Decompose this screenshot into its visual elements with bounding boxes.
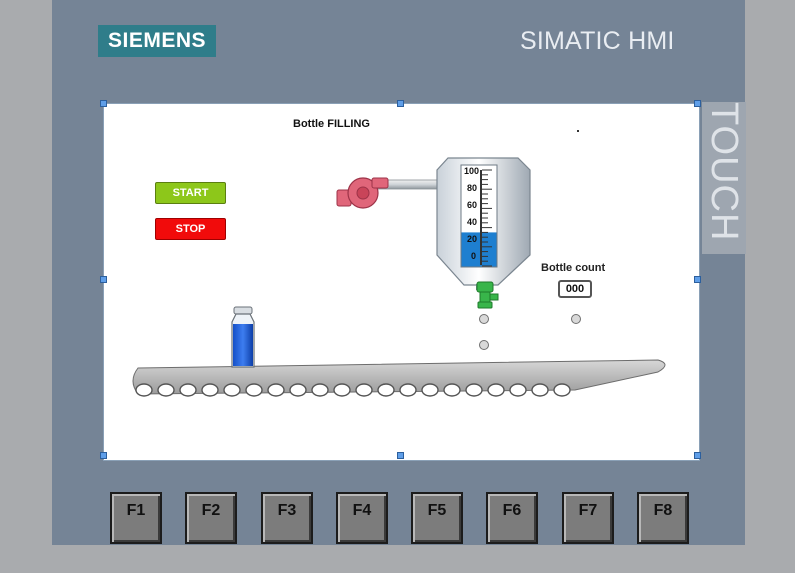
sensor-indicator-3 [571,314,581,324]
valve-icon [476,281,499,309]
bottle-icon [231,306,255,368]
tank-scale-label-60: 60 [467,200,478,210]
selection-handle-mr[interactable] [694,276,701,283]
tank-level-fill [461,232,497,267]
bottle-count-label: Bottle count [541,262,606,274]
conveyor-rollers [135,383,571,397]
stop-button[interactable]: STOP [155,218,226,240]
device-bottom-shade [0,545,795,573]
device-model-label: SIMATIC HMI [520,27,675,55]
selection-handle-tr[interactable] [694,100,701,107]
conveyor-roller [399,383,417,397]
f6-key[interactable]: F6 [486,492,538,544]
selection-handle-ml[interactable] [100,276,107,283]
conveyor-roller [509,383,527,397]
tank-scale-label-40: 40 [467,217,478,227]
conveyor-roller [267,383,285,397]
conveyor-roller [333,383,351,397]
conveyor-roller [289,383,307,397]
f8-key[interactable]: F8 [637,492,689,544]
conveyor-roller [377,383,395,397]
conveyor-roller [201,383,219,397]
conveyor-roller [311,383,329,397]
sensor-indicator-2 [479,340,489,350]
tank-scale-label-80: 80 [467,183,478,193]
conveyor-roller [355,383,373,397]
conveyor-roller [531,383,549,397]
f1-key[interactable]: F1 [110,492,162,544]
conveyor-roller [443,383,461,397]
tank-scale-ticks [482,169,492,267]
tank-icon [436,157,531,290]
start-button[interactable]: START [155,182,226,204]
conveyor-roller [245,383,263,397]
sensor-indicator-1 [479,314,489,324]
conveyor-roller [179,383,197,397]
selection-handle-tm[interactable] [397,100,404,107]
selection-handle-br[interactable] [694,452,701,459]
conveyor-roller [157,383,175,397]
screen-title: Bottle FILLING [293,118,370,130]
bottle-count-field[interactable]: 000 [558,280,592,298]
f2-key[interactable]: F2 [185,492,237,544]
pump-icon [336,177,389,209]
selection-handle-tl[interactable] [100,100,107,107]
function-key-row: F1 F2 F3 F4 F5 F6 F7 F8 [110,492,690,544]
conveyor-roller [135,383,153,397]
conveyor-roller [421,383,439,397]
tank-scale-label-100: 100 [464,166,480,176]
f5-key[interactable]: F5 [411,492,463,544]
conveyor-roller [465,383,483,397]
conveyor-icon [132,359,666,397]
f7-key[interactable]: F7 [562,492,614,544]
touch-side-label: TOUCH [702,102,746,254]
stray-dot [577,130,579,132]
f3-key[interactable]: F3 [261,492,313,544]
brand-logo: SIEMENS [98,25,216,57]
tank-scale-label-20: 20 [467,234,478,244]
selection-handle-bm[interactable] [397,452,404,459]
f4-key[interactable]: F4 [336,492,388,544]
device-left-shade [0,0,52,573]
selection-handle-bl[interactable] [100,452,107,459]
conveyor-roller [223,383,241,397]
tank-scale-label-0: 0 [471,251,477,261]
conveyor-roller [487,383,505,397]
conveyor-roller [553,383,571,397]
